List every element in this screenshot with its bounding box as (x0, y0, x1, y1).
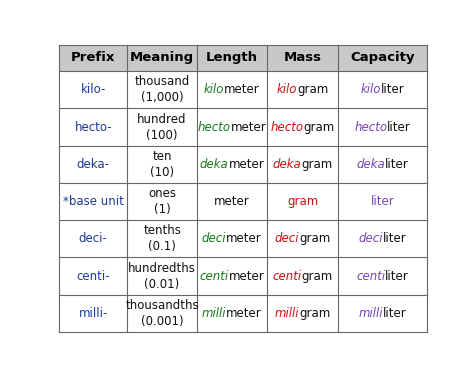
Text: deka-: deka- (77, 158, 109, 171)
Text: hundred
(100): hundred (100) (137, 113, 187, 142)
Text: Length: Length (206, 51, 258, 65)
Bar (127, 295, 197, 332)
Text: kilo: kilo (360, 83, 381, 96)
Bar (59, 109, 127, 146)
Text: milli-: milli- (79, 307, 108, 320)
Bar (127, 183, 197, 220)
Text: deci-: deci- (79, 232, 108, 245)
Text: meter: meter (226, 307, 262, 320)
Text: liter: liter (383, 307, 407, 320)
Bar (338, 71, 427, 109)
Text: liter: liter (383, 232, 407, 245)
Text: meter: meter (228, 158, 264, 171)
Bar (127, 45, 197, 71)
Text: centi: centi (273, 270, 301, 283)
Text: kilo: kilo (277, 83, 297, 96)
Text: centi: centi (356, 270, 385, 283)
Bar (197, 257, 267, 295)
Text: deci: deci (358, 232, 383, 245)
Bar (127, 220, 197, 257)
Bar (267, 295, 338, 332)
Bar (197, 220, 267, 257)
Text: meter: meter (230, 120, 266, 134)
Text: liter: liter (385, 270, 409, 283)
Text: milli: milli (275, 307, 299, 320)
Bar (267, 146, 338, 183)
Text: hecto: hecto (271, 120, 303, 134)
Text: deci: deci (202, 232, 226, 245)
Bar (338, 295, 427, 332)
Bar (197, 45, 267, 71)
Text: thousand
(1,000): thousand (1,000) (135, 75, 190, 104)
Text: liter: liter (387, 120, 411, 134)
Bar (59, 295, 127, 332)
Bar (127, 71, 197, 109)
Text: gram: gram (303, 120, 335, 134)
Text: deka: deka (273, 158, 301, 171)
Text: kilo-: kilo- (81, 83, 106, 96)
Bar (267, 183, 338, 220)
Text: ten
(10): ten (10) (150, 150, 174, 179)
Text: hundredths
(0.01): hundredths (0.01) (128, 261, 196, 291)
Bar (338, 45, 427, 71)
Bar (338, 257, 427, 295)
Text: gram: gram (297, 83, 328, 96)
Text: milli: milli (202, 307, 226, 320)
Text: meter: meter (224, 83, 260, 96)
Text: deka: deka (356, 158, 385, 171)
Bar (127, 146, 197, 183)
Text: Prefix: Prefix (71, 51, 115, 65)
Bar (267, 45, 338, 71)
Text: kilo: kilo (204, 83, 224, 96)
Text: meter: meter (226, 232, 262, 245)
Text: tenths
(0.1): tenths (0.1) (143, 224, 181, 253)
Bar (197, 71, 267, 109)
Text: deci: deci (275, 232, 299, 245)
Bar (59, 71, 127, 109)
Text: Capacity: Capacity (350, 51, 415, 65)
Text: meter: meter (228, 270, 264, 283)
Bar (59, 257, 127, 295)
Text: liter: liter (385, 158, 409, 171)
Bar (338, 146, 427, 183)
Bar (197, 183, 267, 220)
Bar (267, 109, 338, 146)
Text: thousandths
(0.001): thousandths (0.001) (125, 299, 199, 328)
Bar (127, 109, 197, 146)
Bar (197, 146, 267, 183)
Text: *base unit: *base unit (63, 195, 124, 208)
Text: liter: liter (371, 195, 394, 208)
Bar (59, 146, 127, 183)
Bar (338, 109, 427, 146)
Bar (267, 71, 338, 109)
Text: gram: gram (287, 195, 318, 208)
Bar (59, 220, 127, 257)
Text: ones
(1): ones (1) (148, 187, 176, 216)
Bar (267, 257, 338, 295)
Text: gram: gram (301, 158, 333, 171)
Bar (197, 295, 267, 332)
Bar (338, 220, 427, 257)
Bar (267, 220, 338, 257)
Text: milli: milli (358, 307, 383, 320)
Text: hecto: hecto (354, 120, 387, 134)
Bar (338, 183, 427, 220)
Text: gram: gram (301, 270, 333, 283)
Bar (59, 45, 127, 71)
Bar (197, 109, 267, 146)
Text: hecto: hecto (198, 120, 230, 134)
Bar (127, 257, 197, 295)
Text: gram: gram (299, 232, 330, 245)
Text: gram: gram (299, 307, 330, 320)
Text: Meaning: Meaning (130, 51, 194, 65)
Text: deka: deka (200, 158, 228, 171)
Text: Mass: Mass (283, 51, 322, 65)
Text: centi: centi (200, 270, 228, 283)
Text: liter: liter (381, 83, 405, 96)
Text: centi-: centi- (76, 270, 110, 283)
Text: hecto-: hecto- (74, 120, 112, 134)
Bar (59, 183, 127, 220)
Text: meter: meter (214, 195, 250, 208)
